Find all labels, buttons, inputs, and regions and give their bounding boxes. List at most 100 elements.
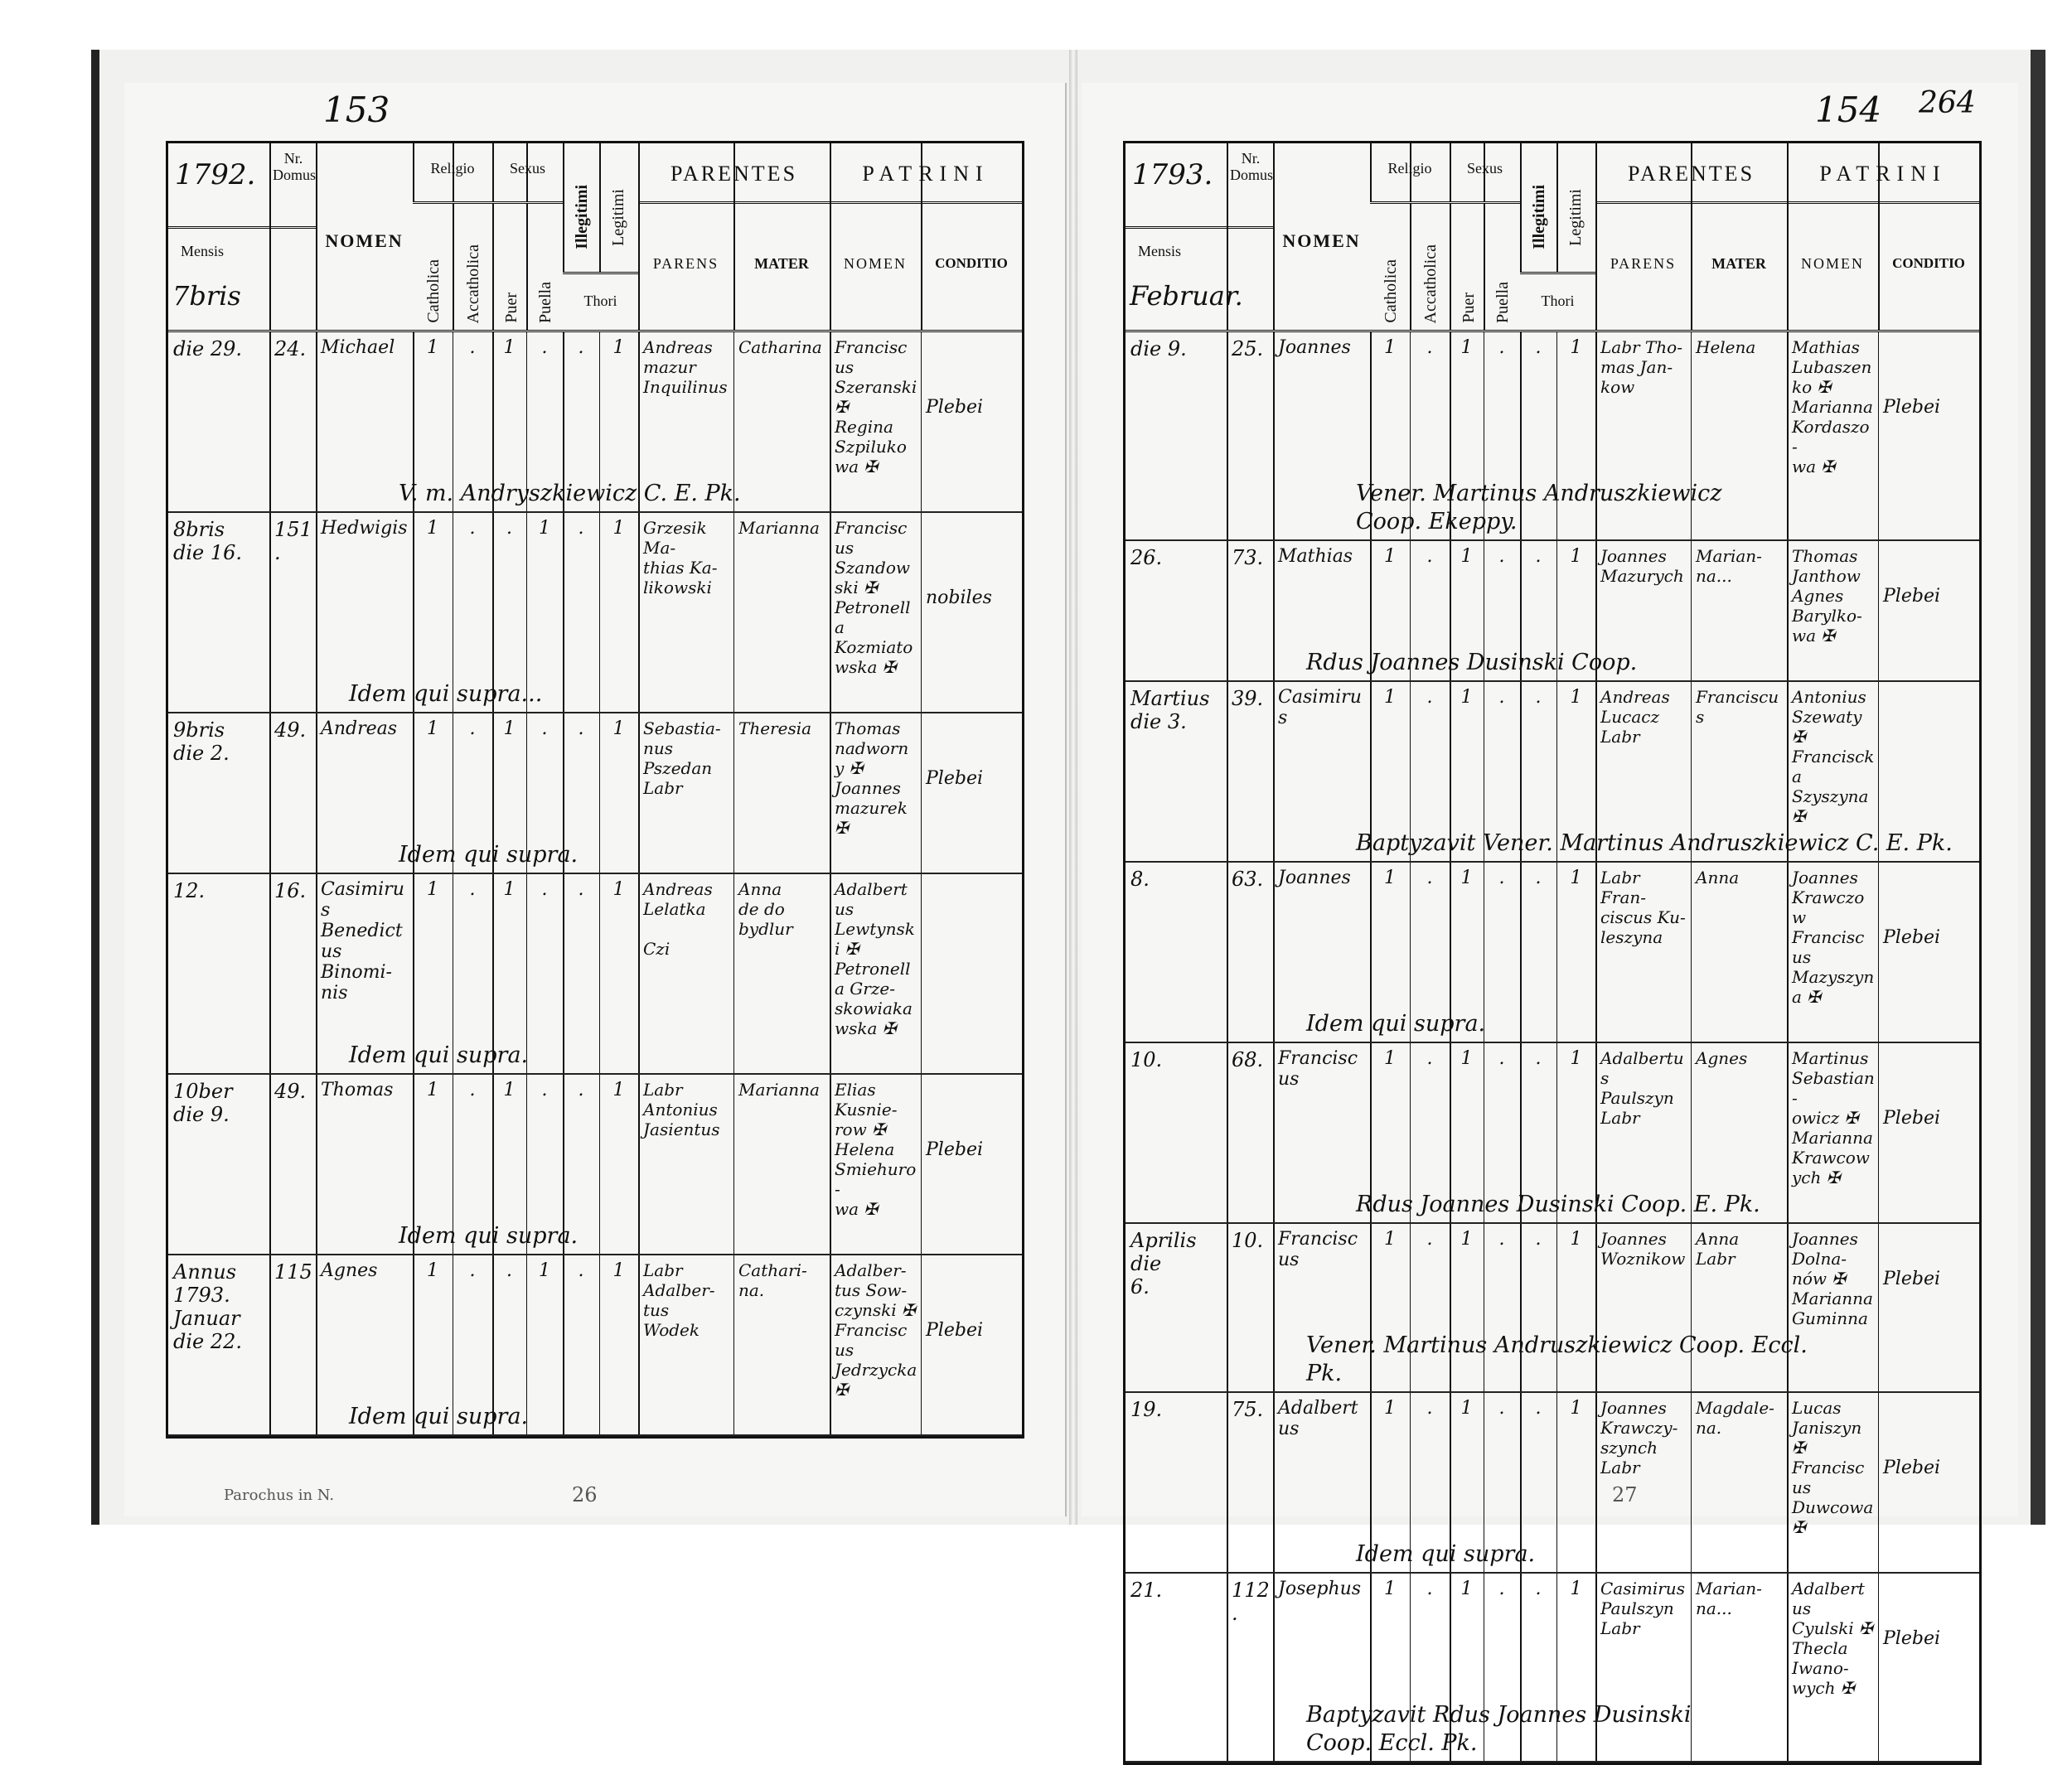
register-mark: 1 xyxy=(1384,868,1396,888)
parentes-header: PARENTES xyxy=(1627,162,1755,186)
child-name: Thomas xyxy=(321,1080,394,1100)
baptizer-remark: Idem qui supra. xyxy=(1356,1541,1536,1567)
column-rule xyxy=(1410,204,1411,330)
register-table: 1792. Nr. Domus Mensis 7bris NOMEN Religio Sex… xyxy=(166,141,1024,1439)
father-name: Labr Tho- mas Jan- kow xyxy=(1600,337,1682,397)
right-page: 154 264 27 1793. Nr. Domus Mensis Februar. N… xyxy=(1082,83,2018,1765)
register-mark: . xyxy=(469,718,476,739)
godparents-names: Thomas nadworny ✠ Joannes mazurek ✠ xyxy=(835,718,909,838)
register-mark: . xyxy=(1498,1229,1505,1250)
mater-header: MATER xyxy=(1711,255,1766,272)
register-mark: 1 xyxy=(539,1260,550,1281)
house-number: 112. xyxy=(1232,1579,1270,1625)
register-mark: 1 xyxy=(1460,1398,1473,1419)
register-mark: . xyxy=(469,879,476,900)
patrini-header: PATRINI xyxy=(862,162,990,186)
register-entry: die 9. 25. Joannes 1. 1.. 1 Labr Tho- mas Jan-… xyxy=(1126,332,1979,541)
register-mark: 1 xyxy=(612,337,625,358)
column-rule xyxy=(1787,143,1789,330)
nomen-header: NOMEN xyxy=(325,230,404,251)
month-label: Februar. xyxy=(1130,280,1243,312)
register-mark: . xyxy=(1498,1398,1505,1419)
puella-header: Puella xyxy=(1493,282,1512,323)
column-rule xyxy=(1273,143,1275,330)
register-mark: . xyxy=(578,337,584,358)
entry-cells: 10ber die 9. 49. Thomas 1. 1.. 1 Labr Antonius… xyxy=(168,1075,1022,1222)
column-rule xyxy=(1520,143,1522,330)
column-rule xyxy=(921,143,922,1436)
column-rule xyxy=(1370,143,1372,1763)
register-mark: 1 xyxy=(1460,1048,1473,1069)
column-rule xyxy=(526,143,527,1436)
column-rule xyxy=(1484,204,1485,330)
entry-cells: die 29. 24. Michael 1. 1.. 1 Andreas mazur Inq… xyxy=(168,332,1022,480)
entry-date: 12. xyxy=(173,879,206,902)
nr-domus-header: Nr. Domus xyxy=(273,150,317,183)
register-mark: 1 xyxy=(1384,337,1396,358)
register-mark: . xyxy=(1498,868,1505,888)
header-divider xyxy=(168,226,316,229)
child-name: Casimirus xyxy=(1278,687,1362,728)
house-number: 73. xyxy=(1232,546,1264,569)
open-register-book: 153 26 Parochus in N. 1792. Nr. Domus Mens… xyxy=(91,50,2045,1765)
column-rule xyxy=(733,143,734,1436)
register-mark: . xyxy=(469,337,476,358)
left-page: 153 26 Parochus in N. 1792. Nr. Domus Mens… xyxy=(124,83,1067,1516)
parens-header: PARENS xyxy=(1610,255,1677,272)
godparents-names: Adalber- tus Sow- czynski ✠ Franciscus J… xyxy=(835,1260,917,1400)
entry-date: 9bris die 2. xyxy=(173,718,230,765)
register-mark: . xyxy=(1535,868,1542,888)
column-rule xyxy=(1691,143,1692,1763)
register-mark: . xyxy=(1535,687,1542,708)
godparents-names: Joannes Krawczow Franciscus Mazyszyna ✠ xyxy=(1792,868,1875,1007)
baptizer-remark: Idem qui supra. xyxy=(399,842,579,868)
register-mark: 1 xyxy=(427,1080,438,1100)
conditio-header: CONDITIO xyxy=(1892,255,1965,271)
register-mark: . xyxy=(1426,337,1433,358)
page-number-alt: 264 xyxy=(1919,86,1976,120)
father-name: Labr Antonius Jasientus xyxy=(643,1080,720,1139)
register-mark: 1 xyxy=(612,879,625,900)
puer-header: Puer xyxy=(502,293,520,323)
column-rule xyxy=(1450,204,1451,330)
column-rule xyxy=(526,204,528,330)
puella-header: Puella xyxy=(536,282,554,323)
entry-cells: 9bris die 2. 49. Andreas 1. 1.. 1 Sebastia- nu… xyxy=(168,713,1022,841)
register-mark: 1 xyxy=(1570,1048,1582,1069)
header-divider xyxy=(1520,272,1595,330)
register-entry: 8bris die 16. 151. Hedwigis 1.. 1. 1 Grzesik M… xyxy=(168,513,1022,713)
nomen-header: NOMEN xyxy=(1282,230,1361,251)
godparents-condition: Plebei xyxy=(1883,1107,1940,1129)
godparents-names: Franciscus Szandowski ✠ Petronella Kozmi… xyxy=(835,518,913,677)
header-divider xyxy=(563,272,638,330)
baptizer-remark: Vener. Martinus Andruszkiewicz Coop. Eke… xyxy=(1356,481,1722,534)
book-gutter xyxy=(1069,50,1077,1525)
register-mark: . xyxy=(1535,1398,1542,1419)
father-name: Andreas Lelatka Czi xyxy=(643,879,713,959)
register-mark: . xyxy=(541,879,548,900)
child-name: Adalbertus xyxy=(1278,1398,1358,1439)
godparents-names: Martinus Sebastian- owicz ✠ Marianna Kra… xyxy=(1792,1048,1875,1187)
child-name: Josephus xyxy=(1278,1579,1362,1599)
mother-name: Marianna xyxy=(738,518,820,538)
entry-date: 8bris die 16. xyxy=(173,518,243,564)
register-mark: 1 xyxy=(1570,1398,1582,1419)
godparents-condition: Plebei xyxy=(1883,585,1940,607)
register-mark: 1 xyxy=(1460,1579,1473,1599)
godparents-condition: Plebei xyxy=(1883,1627,1940,1649)
entry-date: 21. xyxy=(1130,1579,1163,1602)
column-rule xyxy=(1556,143,1557,1763)
column-rule xyxy=(316,143,317,330)
child-name: Mathias xyxy=(1278,546,1353,567)
register-entry: Martius die 3. 39. Casimirus 1. 1.. 1 Andreas … xyxy=(1126,682,1979,863)
entry-date: 10ber die 9. xyxy=(173,1080,233,1126)
entry-cells: 19. 75. Adalbertus 1. 1.. 1 Joannes Krawczy- s… xyxy=(1126,1393,1979,1540)
register-mark: . xyxy=(1498,546,1505,567)
column-rule xyxy=(1227,143,1228,330)
column-rule xyxy=(269,143,271,1436)
column-rule xyxy=(599,143,601,330)
register-mark: 1 xyxy=(1460,546,1473,567)
register-mark: . xyxy=(1426,1048,1433,1069)
register-mark: 1 xyxy=(427,718,438,739)
parens-header: PARENS xyxy=(652,255,719,272)
